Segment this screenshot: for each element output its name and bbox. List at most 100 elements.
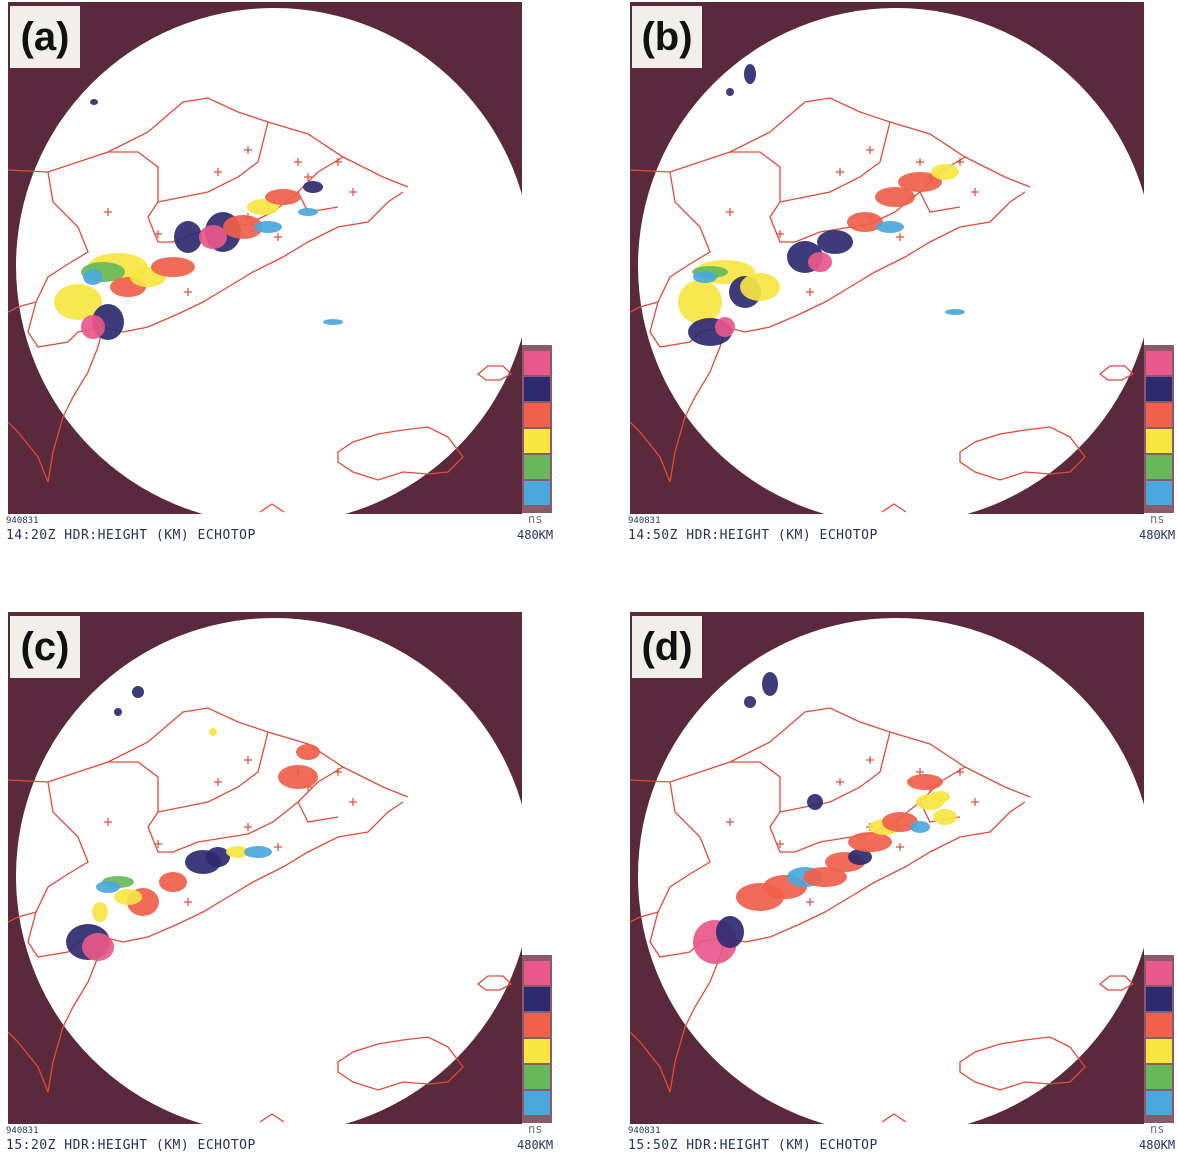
city-marker-b-3: [866, 146, 874, 154]
border-path-c-9: [337, 1036, 464, 1091]
radar-range-circle-c: [16, 618, 522, 1124]
caption-product-a: 14:20Z HDR:HEIGHT (KM) ECHOTOP: [6, 528, 256, 543]
border-path-b-2: [730, 151, 871, 243]
legend-swatch-b-5: [1146, 481, 1172, 505]
echotop-legend-c: [522, 955, 552, 1123]
border-path-d-8: [630, 1031, 671, 1093]
echo-cell-b-2: [715, 317, 735, 337]
legend-label-d: ns: [1150, 1122, 1165, 1136]
border-path-c-7: [8, 911, 37, 923]
city-marker-d-5: [956, 768, 964, 776]
city-marker-b-7: [806, 288, 814, 296]
legend-label-c: ns: [528, 1122, 543, 1136]
echo-cell-b-13: [898, 172, 942, 192]
border-path-b-7: [630, 301, 659, 313]
caption-time-c: 15:20Z: [6, 1138, 56, 1153]
legend-swatch-d-3: [1146, 1039, 1172, 1063]
legend-swatch-b-0: [1146, 351, 1172, 375]
echo-cell-c-13: [296, 744, 320, 760]
echo-cell-b-15: [876, 221, 904, 233]
echo-cell-a-14: [265, 189, 301, 205]
legend-swatch-a-2: [524, 403, 550, 427]
border-path-d-7: [630, 911, 659, 923]
caption-time-d: 15:50Z: [628, 1138, 678, 1153]
echo-cell-d-5: [803, 867, 847, 887]
legend-swatch-a-5: [524, 481, 550, 505]
city-marker-c-5: [334, 768, 342, 776]
border-path-b-5: [919, 191, 961, 213]
radar-panel-d: (d) ns 940831 15:50Z HDR:HEIGHT (KM) ECH…: [622, 610, 1178, 1170]
radar-map-c: [8, 612, 522, 1124]
legend-swatch-d-1: [1146, 987, 1172, 1011]
legend-swatch-a-4: [524, 455, 550, 479]
border-path-b-9: [959, 426, 1086, 481]
border-path-d-9: [959, 1036, 1086, 1091]
echotop-legend-a: [522, 345, 552, 513]
city-marker-d-9: [896, 843, 904, 851]
city-marker-b-9: [896, 233, 904, 241]
border-path-d-10: [1098, 975, 1135, 991]
caption-product-d: 15:50Z HDR:HEIGHT (KM) ECHOTOP: [628, 1138, 878, 1153]
caption-range-b: 480KM: [1139, 528, 1176, 542]
echo-cell-b-14: [931, 164, 959, 180]
caption-date-d: 940831: [628, 1126, 661, 1136]
echo-cell-a-3: [83, 269, 103, 285]
echo-cell-d-17: [807, 794, 823, 810]
border-path-a-3: [157, 121, 269, 203]
caption-date-c: 940831: [6, 1126, 39, 1136]
legend-swatch-d-0: [1146, 961, 1172, 985]
city-marker-a-1: [154, 230, 162, 238]
border-path-b-10: [1098, 365, 1135, 381]
caption-product-name-b: HDR:HEIGHT (KM) ECHOTOP: [686, 528, 878, 543]
border-path-d-1: [649, 781, 726, 958]
border-path-b-1: [649, 171, 726, 348]
border-lines-d: [630, 707, 1135, 1123]
panel-label-c: (c): [10, 616, 80, 678]
echo-cell-c-10: [226, 846, 250, 858]
city-marker-b-2: [836, 168, 844, 176]
city-marker-c-6: [349, 798, 357, 806]
city-marker-a-10: [304, 173, 312, 181]
echo-cell-c-7: [159, 872, 187, 892]
echo-cell-d-13: [933, 809, 957, 825]
city-marker-a-0: [104, 208, 112, 216]
echo-cell-d-8: [848, 832, 892, 852]
city-marker-d-6: [971, 798, 979, 806]
radar-panel-a: (a) ns 940831 14:20Z HDR:HEIGHT (KM) ECH…: [0, 0, 560, 560]
caption-product-b: 14:50Z HDR:HEIGHT (KM) ECHOTOP: [628, 528, 878, 543]
border-path-c-3: [157, 731, 269, 813]
echo-cell-c-14: [132, 686, 144, 698]
border-path-a-6: [47, 191, 404, 483]
city-marker-d-7: [806, 898, 814, 906]
city-marker-a-3: [244, 146, 252, 154]
echo-cell-c-6: [114, 889, 142, 905]
border-path-d-11: [881, 1113, 907, 1123]
border-path-b-6: [669, 191, 1026, 483]
caption-product-name-d: HDR:HEIGHT (KM) ECHOTOP: [686, 1138, 878, 1153]
city-marker-c-1: [154, 840, 162, 848]
border-path-c-8: [8, 1031, 49, 1093]
echo-cell-a-19: [90, 99, 98, 105]
caption-product-name-c: HDR:HEIGHT (KM) ECHOTOP: [64, 1138, 256, 1153]
legend-label-a: ns: [528, 512, 543, 526]
echo-cell-a-18: [323, 319, 343, 325]
city-marker-c-0: [104, 818, 112, 826]
legend-swatch-c-3: [524, 1039, 550, 1063]
city-marker-d-0: [726, 818, 734, 826]
caption-product-c: 15:20Z HDR:HEIGHT (KM) ECHOTOP: [6, 1138, 256, 1153]
border-path-d-6: [669, 801, 1026, 1093]
radar-map-b: [630, 2, 1144, 514]
legend-swatch-b-1: [1146, 377, 1172, 401]
city-marker-b-1: [776, 230, 784, 238]
echo-cell-a-13: [247, 199, 279, 215]
city-marker-c-7: [184, 898, 192, 906]
echo-cell-c-1: [82, 933, 114, 961]
city-marker-a-2: [214, 168, 222, 176]
legend-swatch-d-4: [1146, 1065, 1172, 1089]
city-marker-a-9: [274, 233, 282, 241]
legend-swatch-c-2: [524, 1013, 550, 1037]
echo-cell-c-16: [209, 728, 217, 736]
caption-time-b: 14:50Z: [628, 528, 678, 543]
radar-map-d: [630, 612, 1144, 1124]
echotop-legend-d: [1144, 955, 1174, 1123]
